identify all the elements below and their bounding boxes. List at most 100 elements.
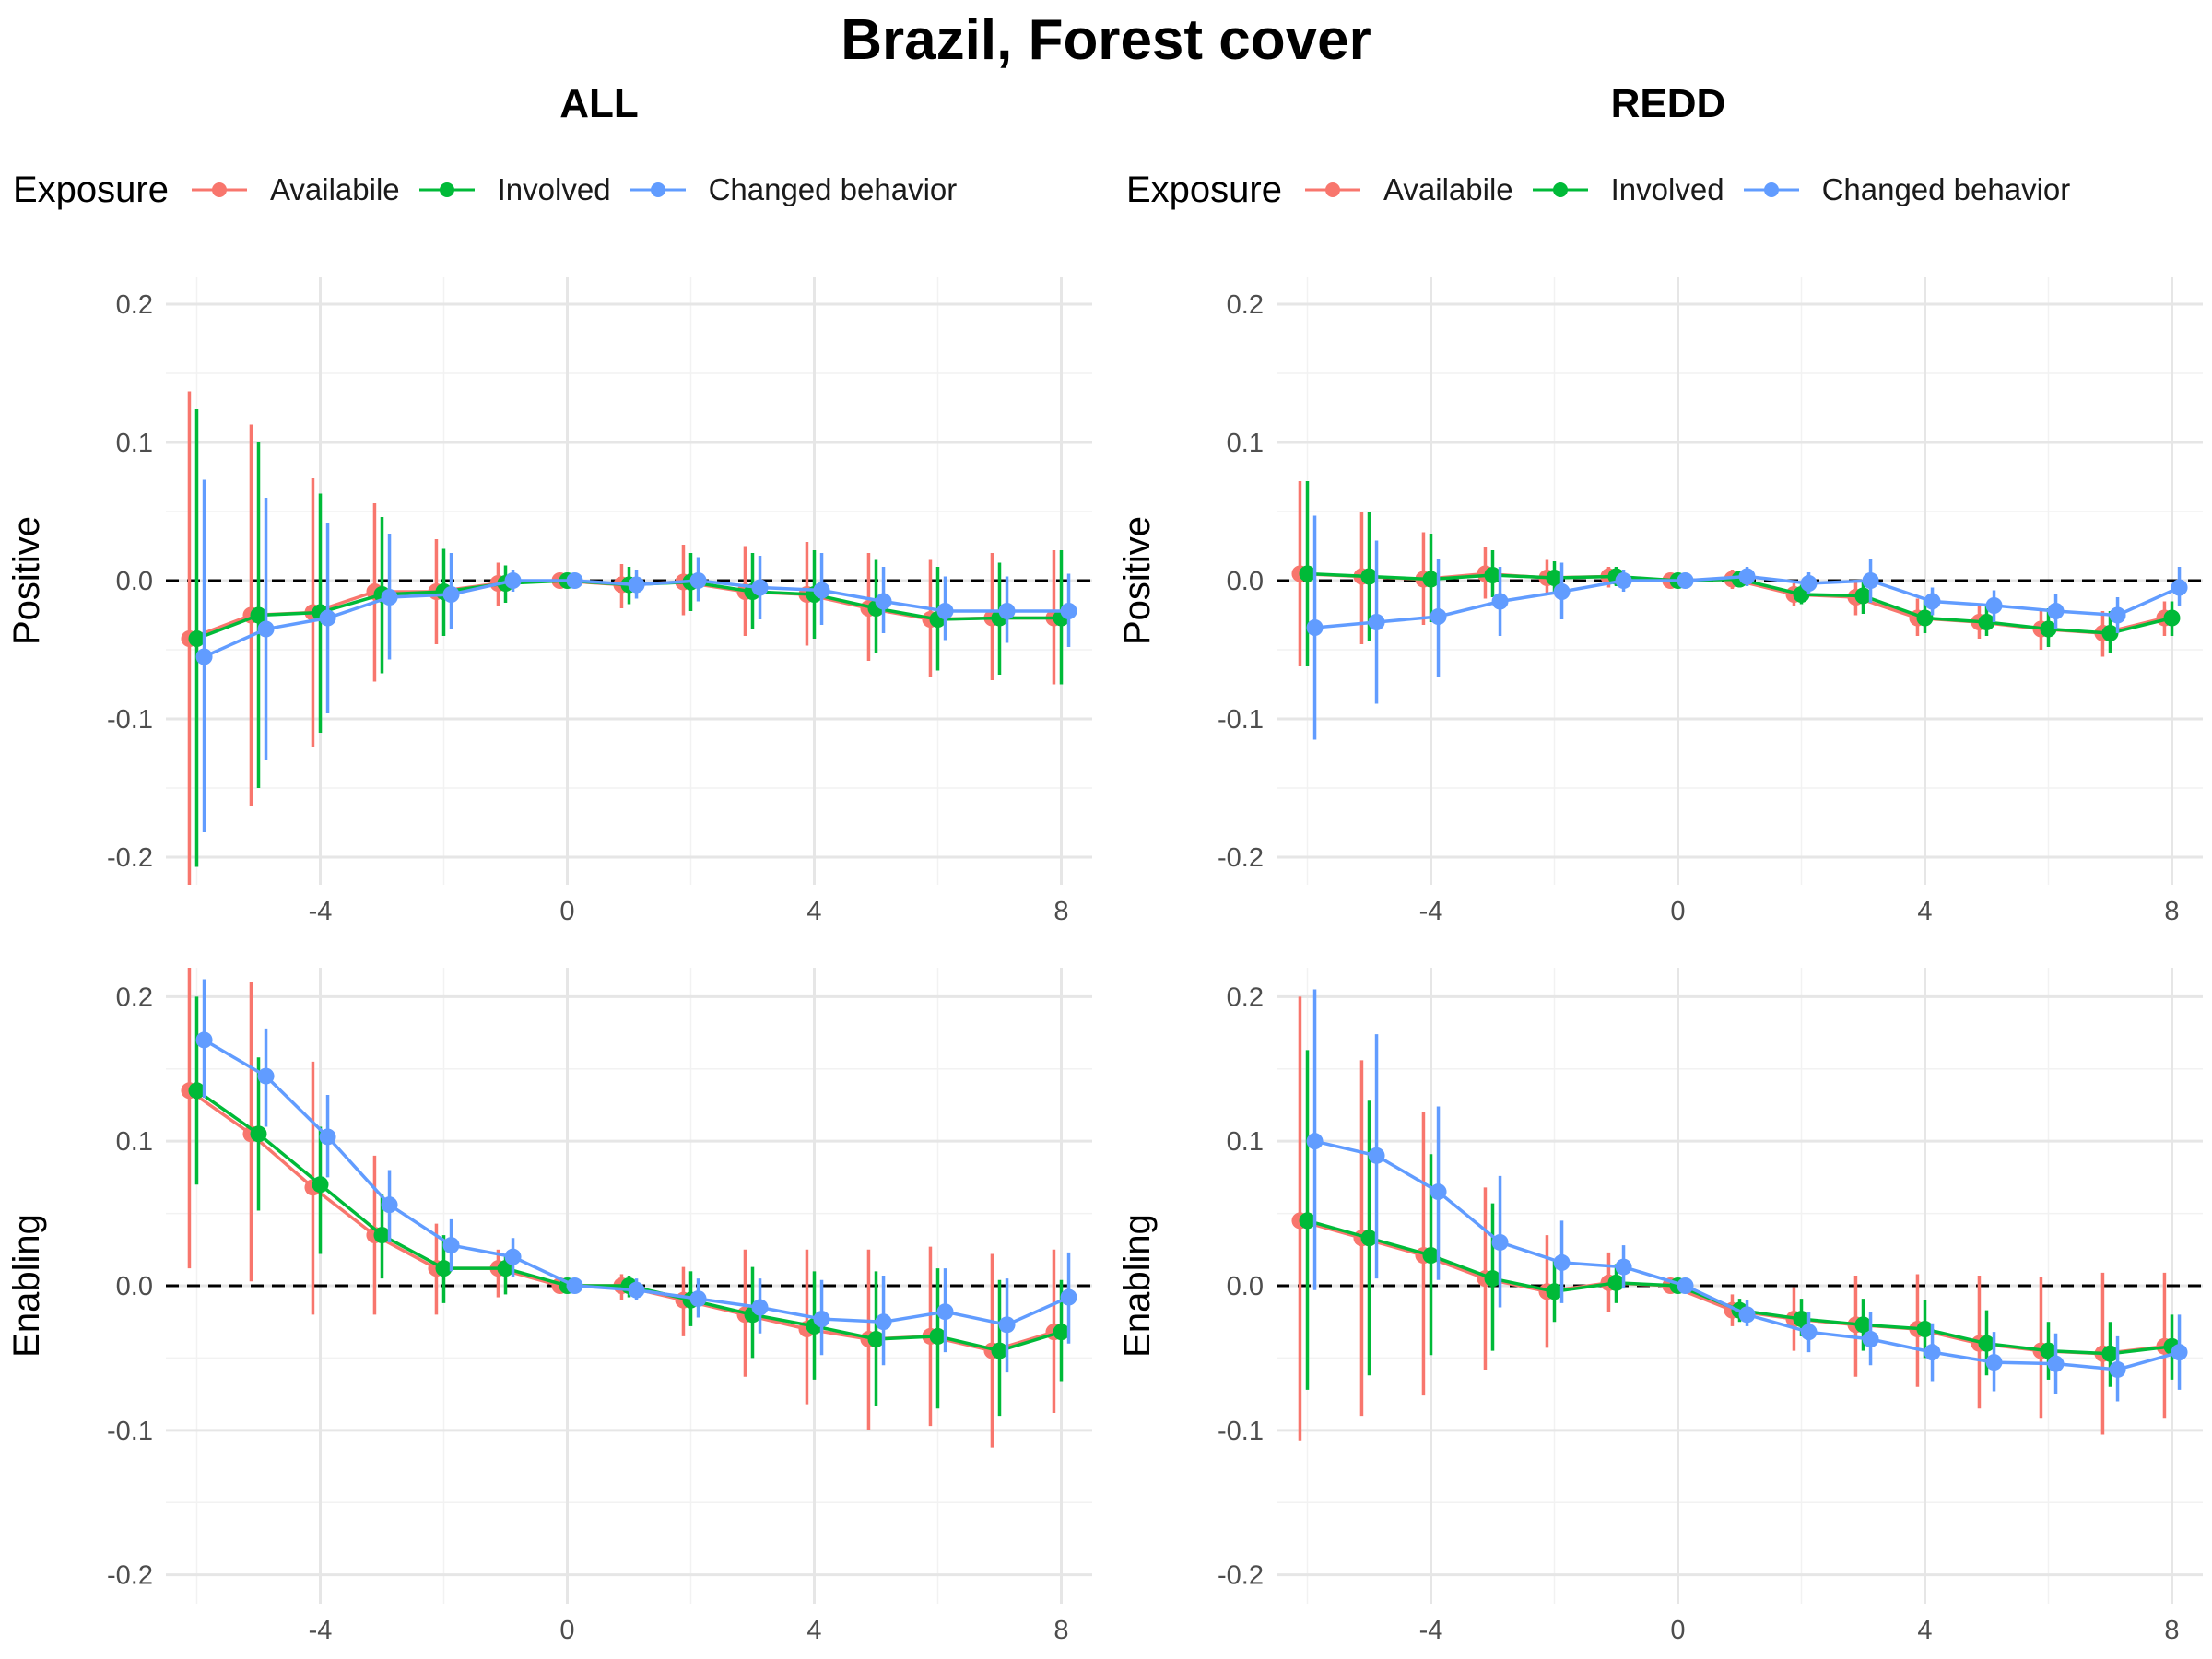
panel-2-point-changed-behavior <box>2047 603 2065 619</box>
legend-all: Exposure Availabile Involved Changed beh… <box>13 164 973 216</box>
panel-2-point-changed-behavior <box>1862 572 1879 589</box>
legend-item-changed-behavior: Changed behavior <box>628 171 957 208</box>
panel-4-point-involved <box>1854 1316 1872 1334</box>
panel-1-ytick-label: 0.2 <box>116 290 153 320</box>
legend-label-involved: Involved <box>497 172 611 206</box>
panel-2-point-changed-behavior <box>1368 614 1385 630</box>
panel-1-point-changed-behavior <box>566 572 583 589</box>
panel-2-point-changed-behavior <box>1430 608 1447 625</box>
legend-item-involved: Involved <box>417 171 611 208</box>
panel-4-xtick-label: -4 <box>1419 1616 1443 1645</box>
panel-3-point-changed-behavior <box>319 1128 336 1146</box>
panel-4-point-involved <box>1978 1335 1995 1352</box>
panel-4-xtick-label: 8 <box>2164 1616 2179 1645</box>
panel-1-point-changed-behavior <box>628 576 645 594</box>
panel-3-ytick-label: -0.2 <box>107 1561 153 1591</box>
panel-4-point-changed-behavior <box>1491 1233 1509 1251</box>
panel-3-xtick-label: 8 <box>1053 1616 1068 1645</box>
panel-2-ytick-label: 0.2 <box>1227 290 1264 320</box>
panel-2-point-involved <box>1299 565 1316 582</box>
panel-1-point-changed-behavior <box>442 586 460 603</box>
panel-3-point-changed-behavior <box>875 1313 892 1331</box>
panel-3-ytick-label: -0.1 <box>107 1417 153 1446</box>
panel-2-point-changed-behavior <box>1306 619 1324 636</box>
panel-3-point-involved <box>435 1260 453 1277</box>
panel-2-point-involved <box>1360 568 1378 585</box>
panel-4-ylabel: Enabling <box>1117 1214 1158 1358</box>
panel-3-xtick-label: -4 <box>309 1616 333 1645</box>
legend-key-involved-icon <box>1532 182 1588 197</box>
panel-4-point-changed-behavior <box>2109 1360 2126 1378</box>
legend-item-availabile: Availabile <box>1302 171 1513 208</box>
panel-3-point-changed-behavior <box>1060 1288 1077 1306</box>
panel-3-point-involved <box>312 1176 329 1194</box>
panel-2-point-changed-behavior <box>1677 572 1694 589</box>
panel-2-point-involved <box>2101 625 2119 641</box>
panel-3-point-involved <box>991 1342 1008 1359</box>
panel-4-point-changed-behavior <box>1800 1324 1818 1341</box>
panel-3-point-changed-behavior <box>936 1303 954 1321</box>
panel-4-point-changed-behavior <box>1306 1133 1324 1150</box>
panel-1-point-changed-behavior <box>936 603 954 619</box>
panel-3-point-involved <box>373 1227 391 1244</box>
panel-3-point-changed-behavior <box>689 1290 707 1308</box>
panel-2-point-changed-behavior <box>1491 593 1509 610</box>
panel-1-point-changed-behavior <box>319 609 336 627</box>
panel-2-xtick-label: 8 <box>2164 897 2179 926</box>
panel-1-point-changed-behavior <box>813 582 830 599</box>
panel-1-ytick-label: -0.2 <box>107 843 153 873</box>
panel-2-point-involved <box>2040 620 2057 638</box>
panel-1-point-changed-behavior <box>381 589 398 606</box>
panel-4-point-involved <box>2101 1345 2119 1362</box>
panel-3-point-changed-behavior <box>813 1311 830 1328</box>
panel-1-point-involved <box>250 606 267 624</box>
panel-2-ylabel: Positive <box>1117 516 1158 645</box>
legend-redd: Exposure Availabile Involved Changed beh… <box>1126 164 2087 216</box>
panel-3-point-involved <box>1053 1324 1070 1341</box>
panel-4-ytick-label: 0.2 <box>1227 982 1264 1012</box>
panel-1-ytick-label: 0.0 <box>116 567 153 596</box>
panel-1-point-changed-behavior <box>504 572 522 589</box>
panel-1-point-changed-behavior <box>195 648 213 665</box>
panel-4-point-changed-behavior <box>1430 1183 1447 1201</box>
panel-3-point-changed-behavior <box>566 1277 583 1294</box>
panel-3-point-changed-behavior <box>381 1196 398 1214</box>
panel-2-xtick-label: 0 <box>1670 897 1685 926</box>
panel-4-point-changed-behavior <box>1862 1331 1879 1348</box>
panel-1-point-changed-behavior <box>689 572 707 589</box>
legend-label-availabile: Availabile <box>1382 172 1513 206</box>
panel-3-ytick-label: 0.1 <box>116 1127 153 1157</box>
panel-4-point-involved <box>1484 1270 1501 1288</box>
panel-4-xtick-label: 4 <box>1917 1616 1932 1645</box>
panel-4-point-changed-behavior <box>2171 1344 2188 1361</box>
panel-2-point-involved <box>1484 567 1501 583</box>
panel-2-point-changed-behavior <box>1738 568 1756 585</box>
panel-4-ytick-label: -0.1 <box>1218 1417 1264 1446</box>
panel-3-point-changed-behavior <box>998 1316 1016 1334</box>
panel-4-point-involved <box>1299 1212 1316 1230</box>
panel-4-point-changed-behavior <box>2047 1355 2065 1372</box>
panel-1-xtick-label: 0 <box>559 897 574 926</box>
panel-3-ytick-label: 0.0 <box>116 1272 153 1301</box>
panel-2-point-involved <box>2163 609 2181 627</box>
panel-2-point-involved <box>1854 587 1872 605</box>
panel-1-xtick-label: 4 <box>806 897 821 926</box>
column-title-all: ALL <box>559 81 639 126</box>
panel-1-xtick-label: -4 <box>309 897 333 926</box>
panel-4-point-changed-behavior <box>1553 1253 1571 1271</box>
panel-1-ytick-label: 0.1 <box>116 429 153 458</box>
panel-2-point-changed-behavior <box>1985 597 2003 614</box>
panel-1-point-changed-behavior <box>875 593 892 610</box>
legend-key-availabile-icon <box>191 182 247 197</box>
panel-1-ylabel: Positive <box>6 516 47 645</box>
panel-4-point-involved <box>1793 1311 1810 1328</box>
panel-3-point-changed-behavior <box>257 1067 275 1085</box>
panel-4-point-changed-behavior <box>1677 1277 1694 1294</box>
panel-3-point-involved <box>250 1125 267 1143</box>
panel-2-ytick-label: 0.0 <box>1227 567 1264 596</box>
panel-4-point-involved <box>1916 1321 1934 1338</box>
panel-1-point-changed-behavior <box>257 620 275 638</box>
panel-4-xtick-label: 0 <box>1670 1616 1685 1645</box>
panel-4-point-changed-behavior <box>1738 1306 1756 1324</box>
